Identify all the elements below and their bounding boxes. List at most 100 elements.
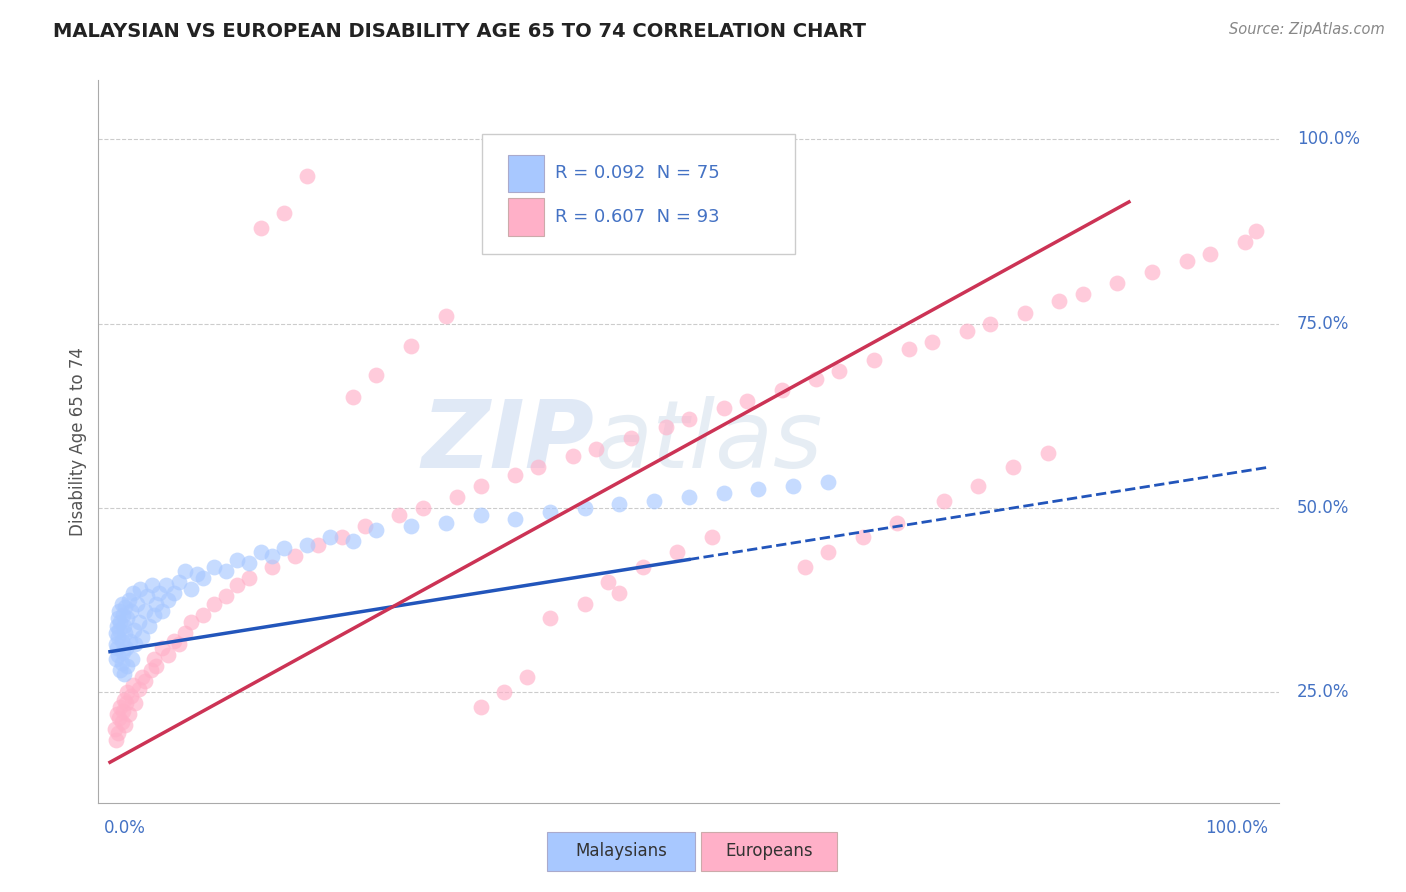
Text: ZIP: ZIP [422, 395, 595, 488]
Europeans [111, 704, 134, 718]
Europeans [1246, 224, 1268, 238]
Europeans [516, 670, 538, 684]
Europeans [1049, 294, 1071, 309]
Malaysians [115, 640, 138, 655]
Malaysians [117, 593, 139, 607]
Text: 25.0%: 25.0% [1296, 683, 1350, 701]
Malaysians [114, 626, 136, 640]
Malaysians [104, 637, 127, 651]
Europeans [249, 220, 271, 235]
Malaysians [238, 556, 260, 570]
Malaysians [104, 626, 127, 640]
Malaysians [295, 538, 318, 552]
Europeans [156, 648, 179, 663]
Malaysians [105, 619, 128, 633]
Europeans [967, 479, 990, 493]
Europeans [115, 696, 138, 710]
Text: 75.0%: 75.0% [1296, 315, 1350, 333]
Europeans [678, 412, 700, 426]
Europeans [150, 640, 173, 655]
Europeans [1233, 235, 1256, 250]
Malaysians [111, 645, 134, 659]
FancyBboxPatch shape [508, 154, 544, 193]
Text: MALAYSIAN VS EUROPEAN DISABILITY AGE 65 TO 74 CORRELATION CHART: MALAYSIAN VS EUROPEAN DISABILITY AGE 65 … [53, 22, 866, 41]
Europeans [215, 590, 238, 604]
Europeans [1002, 460, 1025, 475]
Europeans [806, 372, 828, 386]
Malaysians [136, 590, 159, 604]
Text: atlas: atlas [595, 396, 823, 487]
FancyBboxPatch shape [508, 198, 544, 235]
Malaysians [366, 523, 388, 537]
Malaysians [319, 530, 342, 544]
Europeans [112, 692, 135, 706]
Text: 0.0%: 0.0% [104, 819, 146, 837]
Europeans [863, 353, 886, 368]
Malaysians [108, 604, 131, 618]
Europeans [666, 545, 689, 559]
Malaysians [131, 630, 153, 644]
Malaysians [110, 615, 132, 630]
Malaysians [105, 640, 128, 655]
Europeans [139, 663, 162, 677]
Europeans [655, 419, 678, 434]
Europeans [574, 597, 596, 611]
Europeans [180, 615, 202, 630]
Europeans [979, 317, 1001, 331]
Malaysians [342, 534, 364, 549]
Europeans [366, 368, 388, 383]
Text: Source: ZipAtlas.com: Source: ZipAtlas.com [1229, 22, 1385, 37]
Europeans [128, 681, 150, 696]
Europeans [307, 538, 329, 552]
Malaysians [107, 611, 129, 625]
Europeans [134, 674, 156, 689]
Europeans [897, 343, 920, 357]
Malaysians [191, 571, 214, 585]
Europeans [284, 549, 307, 563]
Europeans [852, 530, 875, 544]
Malaysians [747, 483, 769, 497]
Malaysians [124, 637, 146, 651]
Malaysians [120, 604, 142, 618]
Europeans [388, 508, 411, 523]
Europeans [262, 560, 284, 574]
Europeans [1014, 305, 1036, 319]
Malaysians [128, 615, 150, 630]
Europeans [117, 685, 139, 699]
Malaysians [112, 619, 135, 633]
Text: 100.0%: 100.0% [1296, 130, 1360, 148]
Malaysians [273, 541, 295, 556]
Europeans [585, 442, 607, 456]
Malaysians [180, 582, 202, 596]
Malaysians [122, 585, 145, 599]
Malaysians [678, 490, 700, 504]
Text: R = 0.092  N = 75: R = 0.092 N = 75 [555, 164, 720, 183]
Europeans [120, 689, 142, 703]
Europeans [828, 364, 851, 378]
Malaysians [262, 549, 284, 563]
Malaysians [108, 623, 131, 637]
Europeans [342, 390, 364, 404]
Malaysians [148, 585, 170, 599]
Europeans [713, 401, 735, 416]
Europeans [412, 500, 434, 515]
Europeans [956, 324, 979, 338]
FancyBboxPatch shape [547, 831, 695, 871]
Malaysians [215, 564, 238, 578]
Malaysians [143, 607, 166, 622]
Europeans [817, 545, 839, 559]
Europeans [470, 700, 492, 714]
Malaysians [129, 582, 152, 596]
Europeans [700, 530, 723, 544]
Malaysians [114, 600, 136, 615]
Europeans [122, 678, 145, 692]
Malaysians [107, 630, 129, 644]
Europeans [202, 597, 225, 611]
Europeans [735, 394, 758, 409]
Europeans [770, 383, 793, 397]
Malaysians [117, 611, 139, 625]
Europeans [107, 725, 129, 739]
Malaysians [470, 508, 492, 523]
Malaysians [138, 619, 160, 633]
Europeans [1140, 265, 1163, 279]
